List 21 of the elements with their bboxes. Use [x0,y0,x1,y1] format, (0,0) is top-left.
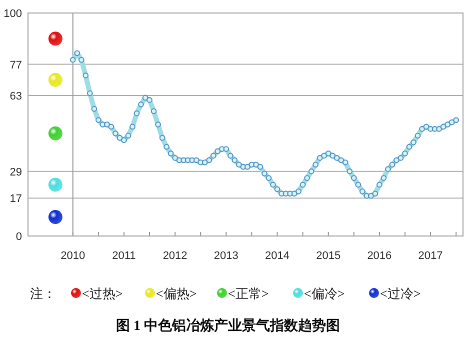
text: <偏热> [156,286,197,301]
y-tick-label: 17 [10,193,22,206]
text: <偏冷> [304,286,345,301]
text: 图 1 中色铝冶炼产业景气指数趋势图 [116,317,340,334]
x-tick-label: 2017 [418,250,443,262]
x-tick-label: 2015 [316,250,341,262]
y-tick-label: 29 [10,166,22,178]
y-tick-label: 0 [16,231,22,243]
y-tick-label: 77 [10,59,22,72]
text: <过热> [82,286,123,301]
text: 注： [30,286,56,301]
y-tick-label: 100 [4,8,22,20]
text: <正常> [228,286,269,301]
x-tick-label: 2013 [214,250,238,262]
x-tick-label: 2010 [60,250,86,262]
x-tick-label: 2012 [162,250,188,262]
x-tick-label: 2016 [367,250,392,262]
x-tick-label: 2011 [112,250,136,262]
x-tick-label: 2014 [265,250,290,262]
y-tick-label: 63 [10,90,22,103]
text: <过冷> [380,286,421,301]
